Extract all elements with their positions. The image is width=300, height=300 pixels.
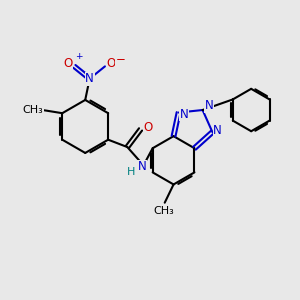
Text: N: N [205,99,213,112]
Text: H: H [127,167,135,177]
Text: CH₃: CH₃ [22,105,43,115]
Text: +: + [75,52,82,62]
Text: N: N [138,160,146,173]
Text: N: N [85,72,94,85]
Text: N: N [213,124,222,137]
Text: CH₃: CH₃ [153,206,174,216]
Text: N: N [179,107,188,121]
Text: −: − [115,53,125,66]
Text: O: O [107,57,116,70]
Text: O: O [63,57,73,70]
Text: O: O [143,122,152,134]
